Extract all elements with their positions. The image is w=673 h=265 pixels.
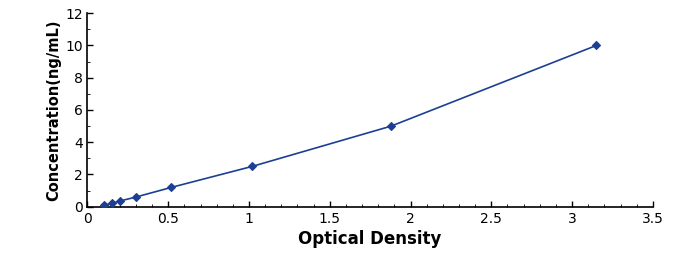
X-axis label: Optical Density: Optical Density [298,230,442,248]
Y-axis label: Concentration(ng/mL): Concentration(ng/mL) [46,19,61,201]
